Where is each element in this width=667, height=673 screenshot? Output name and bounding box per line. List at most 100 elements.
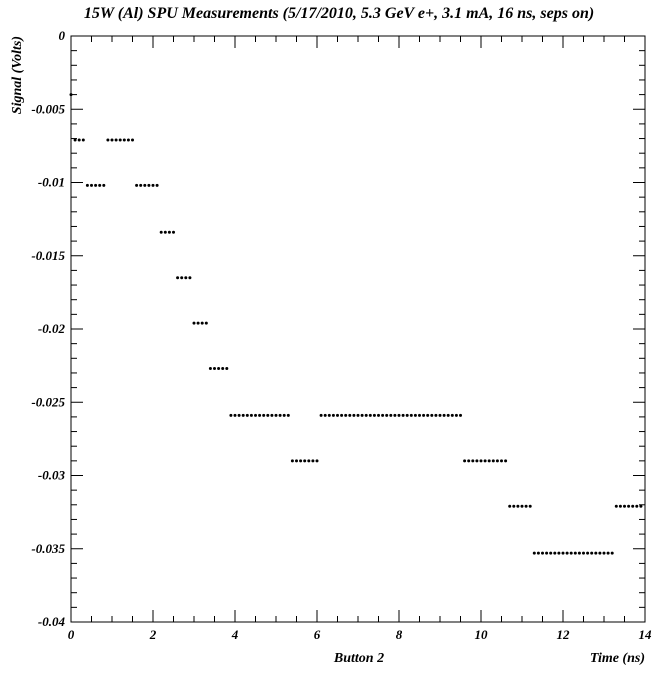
data-point (221, 367, 225, 371)
data-point (627, 504, 631, 508)
y-tick-label: -0.025 (31, 394, 65, 409)
data-point (143, 183, 147, 187)
data-point (381, 413, 385, 417)
data-point (114, 138, 118, 142)
data-point (118, 138, 122, 142)
data-point (434, 413, 438, 417)
data-point (155, 183, 159, 187)
data-point (303, 459, 307, 463)
data-point (139, 183, 143, 187)
data-point (467, 459, 471, 463)
data-point (549, 551, 553, 555)
y-tick-label: -0.035 (31, 541, 65, 556)
data-point (409, 413, 413, 417)
data-point (184, 276, 188, 280)
data-point (504, 459, 508, 463)
data-point (606, 551, 610, 555)
data-point (131, 138, 134, 142)
data-point (352, 413, 356, 417)
data-point (336, 413, 339, 417)
y-tick-label: -0.015 (31, 248, 65, 263)
data-point (594, 551, 598, 555)
data-points (69, 93, 643, 555)
data-point (385, 413, 389, 417)
y-tick-label: -0.02 (38, 321, 66, 336)
data-point (479, 459, 483, 463)
data-point (77, 138, 81, 142)
data-point (561, 551, 565, 555)
data-point (557, 551, 561, 555)
data-point (377, 413, 380, 417)
data-point (582, 551, 585, 555)
data-point (254, 413, 257, 417)
y-tick-label: -0.01 (38, 175, 65, 190)
data-point (463, 459, 467, 463)
data-point (151, 183, 155, 187)
data-point (512, 504, 516, 508)
data-point (85, 183, 89, 187)
data-point (553, 551, 557, 555)
plot-frame (70, 35, 646, 623)
data-point (348, 413, 352, 417)
data-point (315, 459, 319, 463)
data-point (520, 504, 524, 508)
data-point (122, 138, 126, 142)
data-point (331, 413, 335, 417)
data-point (188, 276, 192, 280)
data-point (319, 413, 323, 417)
data-point (483, 459, 487, 463)
data-point (258, 413, 262, 417)
data-point (454, 413, 458, 417)
data-point (167, 230, 171, 234)
x-tick-label: 0 (68, 627, 75, 642)
data-point (81, 138, 85, 142)
x-tick-label: 4 (231, 627, 239, 642)
data-point (491, 459, 495, 463)
data-point (532, 551, 536, 555)
data-point (274, 413, 278, 417)
data-point (618, 504, 622, 508)
y-tick-label: -0.03 (38, 468, 66, 483)
data-point (446, 413, 450, 417)
data-point (249, 413, 253, 417)
data-point (438, 413, 442, 417)
data-point (237, 413, 241, 417)
data-point (442, 413, 446, 417)
data-point (282, 413, 286, 417)
data-point (450, 413, 454, 417)
data-point (426, 413, 430, 417)
data-point (73, 138, 77, 142)
data-point (98, 183, 102, 187)
data-point (147, 183, 151, 187)
data-point (598, 551, 602, 555)
data-point (323, 413, 327, 417)
x-tick-label: 10 (475, 627, 489, 642)
data-point (541, 551, 544, 555)
data-point (135, 183, 139, 187)
data-point (172, 230, 175, 234)
data-point (372, 413, 376, 417)
data-point (295, 459, 298, 463)
data-point (397, 413, 401, 417)
data-point (459, 413, 462, 417)
data-point (311, 459, 315, 463)
data-point (356, 413, 360, 417)
data-point (635, 504, 639, 508)
data-point (528, 504, 532, 508)
data-point (286, 413, 290, 417)
y-tick-label: -0.04 (38, 614, 66, 629)
y-tick-label: 0 (59, 28, 66, 43)
data-point (225, 367, 229, 371)
y-tick-label: -0.005 (31, 101, 65, 116)
axis-tick-labels: 0 2 4 6 8 10 12 14 0 -0.005 -0.01 -0.015 -0.02 -0.025… (31, 28, 652, 642)
data-point (565, 551, 569, 555)
data-point (508, 504, 512, 508)
data-point (393, 413, 397, 417)
data-point (344, 413, 348, 417)
data-point (495, 459, 499, 463)
data-point (602, 551, 606, 555)
data-point (422, 413, 426, 417)
data-point (102, 183, 106, 187)
axis-ticks (70, 35, 646, 623)
